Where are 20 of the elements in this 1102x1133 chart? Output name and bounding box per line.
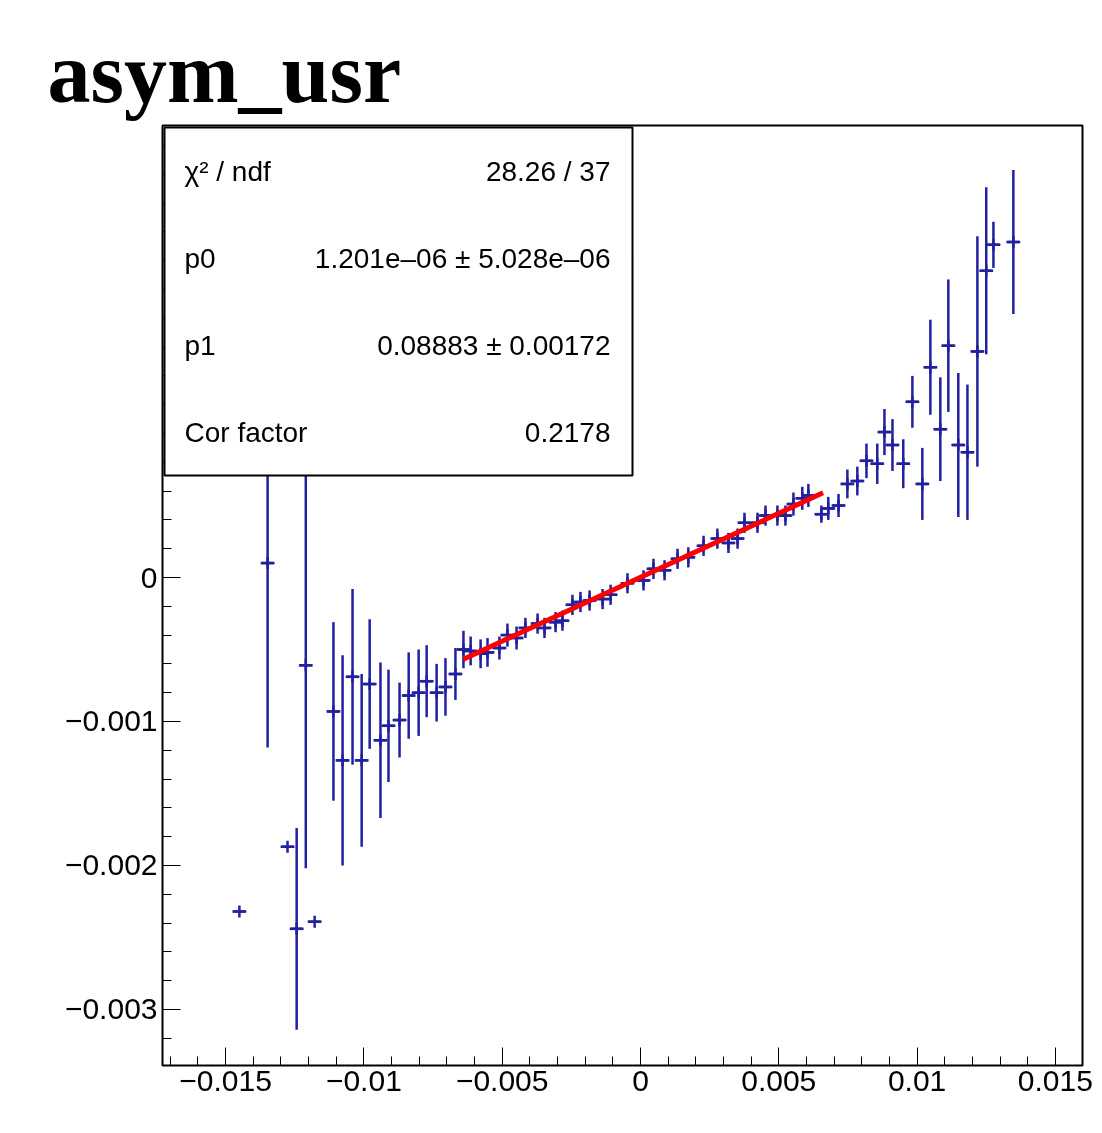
x-tick-label: 0.005 xyxy=(741,1063,817,1097)
annotation: χ² / ndf xyxy=(184,155,271,187)
y-tick-label: −0.003 xyxy=(64,992,158,1026)
x-tick-label: −0.005 xyxy=(455,1063,549,1097)
x-tick-label: 0.01 xyxy=(887,1063,947,1097)
annotation: 0.08883 ± 0.00172 xyxy=(377,329,611,361)
y-tick-label: 0 xyxy=(140,560,158,594)
y-tick-label: −0.001 xyxy=(64,704,158,738)
annotation: Cor factor xyxy=(184,416,308,448)
annotation: 28.26 / 37 xyxy=(485,155,611,187)
x-tick-label: 0 xyxy=(632,1063,649,1097)
annotation: p0 xyxy=(184,242,216,274)
chart-title: asym_usr xyxy=(47,24,402,121)
x-tick-label: 0.015 xyxy=(1017,1063,1093,1097)
x-tick-label: −0.015 xyxy=(179,1063,272,1097)
x-tick-label: −0.01 xyxy=(325,1063,402,1097)
y-tick-label: −0.002 xyxy=(64,848,158,882)
annotation: p1 xyxy=(184,329,216,361)
annotation: 1.201e–06 ± 5.028e–06 xyxy=(314,242,611,274)
annotation: 0.2178 xyxy=(524,416,611,448)
